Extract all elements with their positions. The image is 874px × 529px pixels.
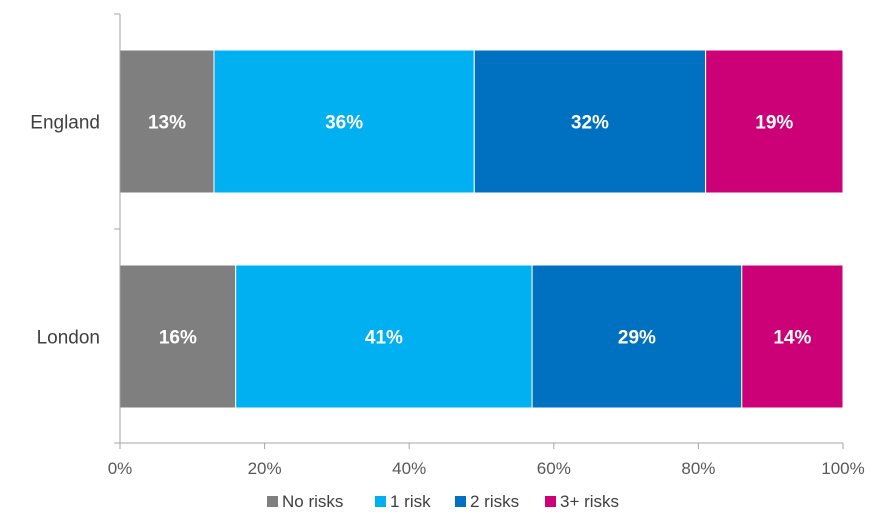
bar-england-0 xyxy=(119,49,215,194)
data-label-england-2: 32% xyxy=(571,113,609,134)
bar-london-0 xyxy=(119,264,237,409)
bar-england-1 xyxy=(213,49,475,194)
data-label-london-1: 41% xyxy=(365,328,403,349)
data-label-london-2: 29% xyxy=(618,328,656,349)
x-tick-label-2: 40% xyxy=(392,459,426,478)
bar-england-3 xyxy=(705,49,844,194)
legend-swatch-1 xyxy=(375,496,386,507)
legend: No risks 1 risk 2 risks 3+ risks xyxy=(267,492,619,511)
legend-label-3: 3+ risks xyxy=(560,492,619,511)
legend-label-2: 2 risks xyxy=(470,492,519,511)
bar-london-2 xyxy=(531,264,743,409)
data-label-england-0: 13% xyxy=(148,113,186,134)
category-label-england: England xyxy=(30,113,100,134)
legend-swatch-3 xyxy=(545,496,556,507)
x-tick-label-0: 0% xyxy=(108,459,133,478)
legend-swatch-0 xyxy=(267,496,278,507)
category-label-london: London xyxy=(37,328,100,349)
bar-england-2 xyxy=(473,49,707,194)
data-label-england-1: 36% xyxy=(325,113,363,134)
bars-group: 13% 36% 32% 19% 16% 41% 29% 14% xyxy=(119,49,844,409)
x-tick-label-1: 20% xyxy=(248,459,282,478)
x-tick-label-4: 80% xyxy=(681,459,715,478)
axes-group: England London 0% 20% 40% 60% 80% 100% xyxy=(30,13,865,478)
x-tick-label-5: 100% xyxy=(821,459,864,478)
legend-swatch-2 xyxy=(455,496,466,507)
data-label-london-3: 14% xyxy=(773,328,811,349)
x-tick-label-3: 60% xyxy=(537,459,571,478)
bar-london-1 xyxy=(235,264,533,409)
data-label-london-0: 16% xyxy=(159,328,197,349)
data-label-england-3: 19% xyxy=(755,113,793,134)
bar-london-3 xyxy=(741,264,844,409)
legend-label-0: No risks xyxy=(282,492,343,511)
legend-label-1: 1 risk xyxy=(390,492,431,511)
